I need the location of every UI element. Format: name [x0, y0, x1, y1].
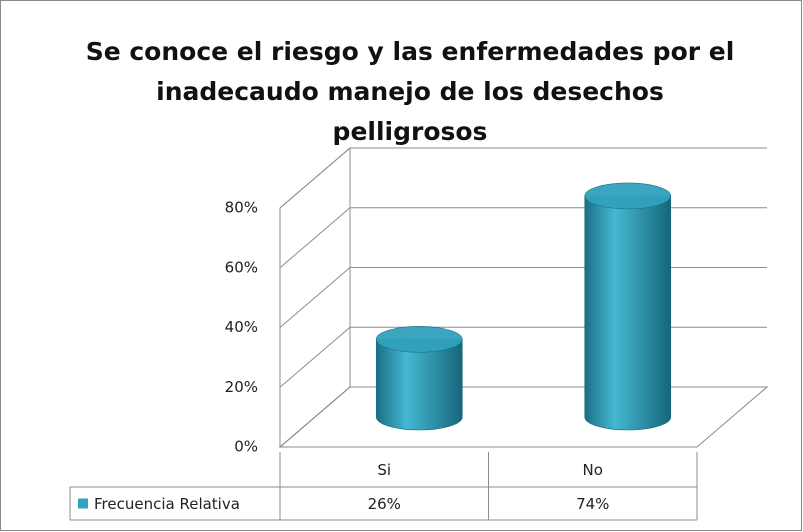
y-tick-label: 60%: [225, 258, 258, 276]
x-tick-label: Si: [377, 461, 391, 479]
table-grid: [69, 452, 698, 521]
x-tick-label: No: [583, 461, 603, 479]
grid-line: [279, 267, 767, 328]
bar-body: [584, 195, 672, 431]
grid-line: [279, 207, 767, 269]
floor: [278, 386, 769, 448]
bar-body: [375, 339, 463, 431]
y-tick-label: 20%: [225, 378, 258, 396]
y-tick-label: 80%: [225, 199, 258, 217]
bar-top: [375, 326, 463, 353]
legend-label: Frecuencia Relativa: [94, 495, 240, 513]
chart-title: Se conoce el riesgo y las enfermedades p…: [85, 37, 735, 146]
y-tick-label: 0%: [234, 438, 258, 456]
grid-line: [279, 326, 767, 388]
legend-key: [78, 498, 88, 509]
y-tick-label: 40%: [225, 318, 258, 336]
bar-top: [584, 182, 672, 210]
grid-line: [279, 386, 767, 448]
value-label: 74%: [576, 495, 609, 513]
grid-line: [279, 147, 767, 209]
value-label: 26%: [368, 495, 401, 513]
